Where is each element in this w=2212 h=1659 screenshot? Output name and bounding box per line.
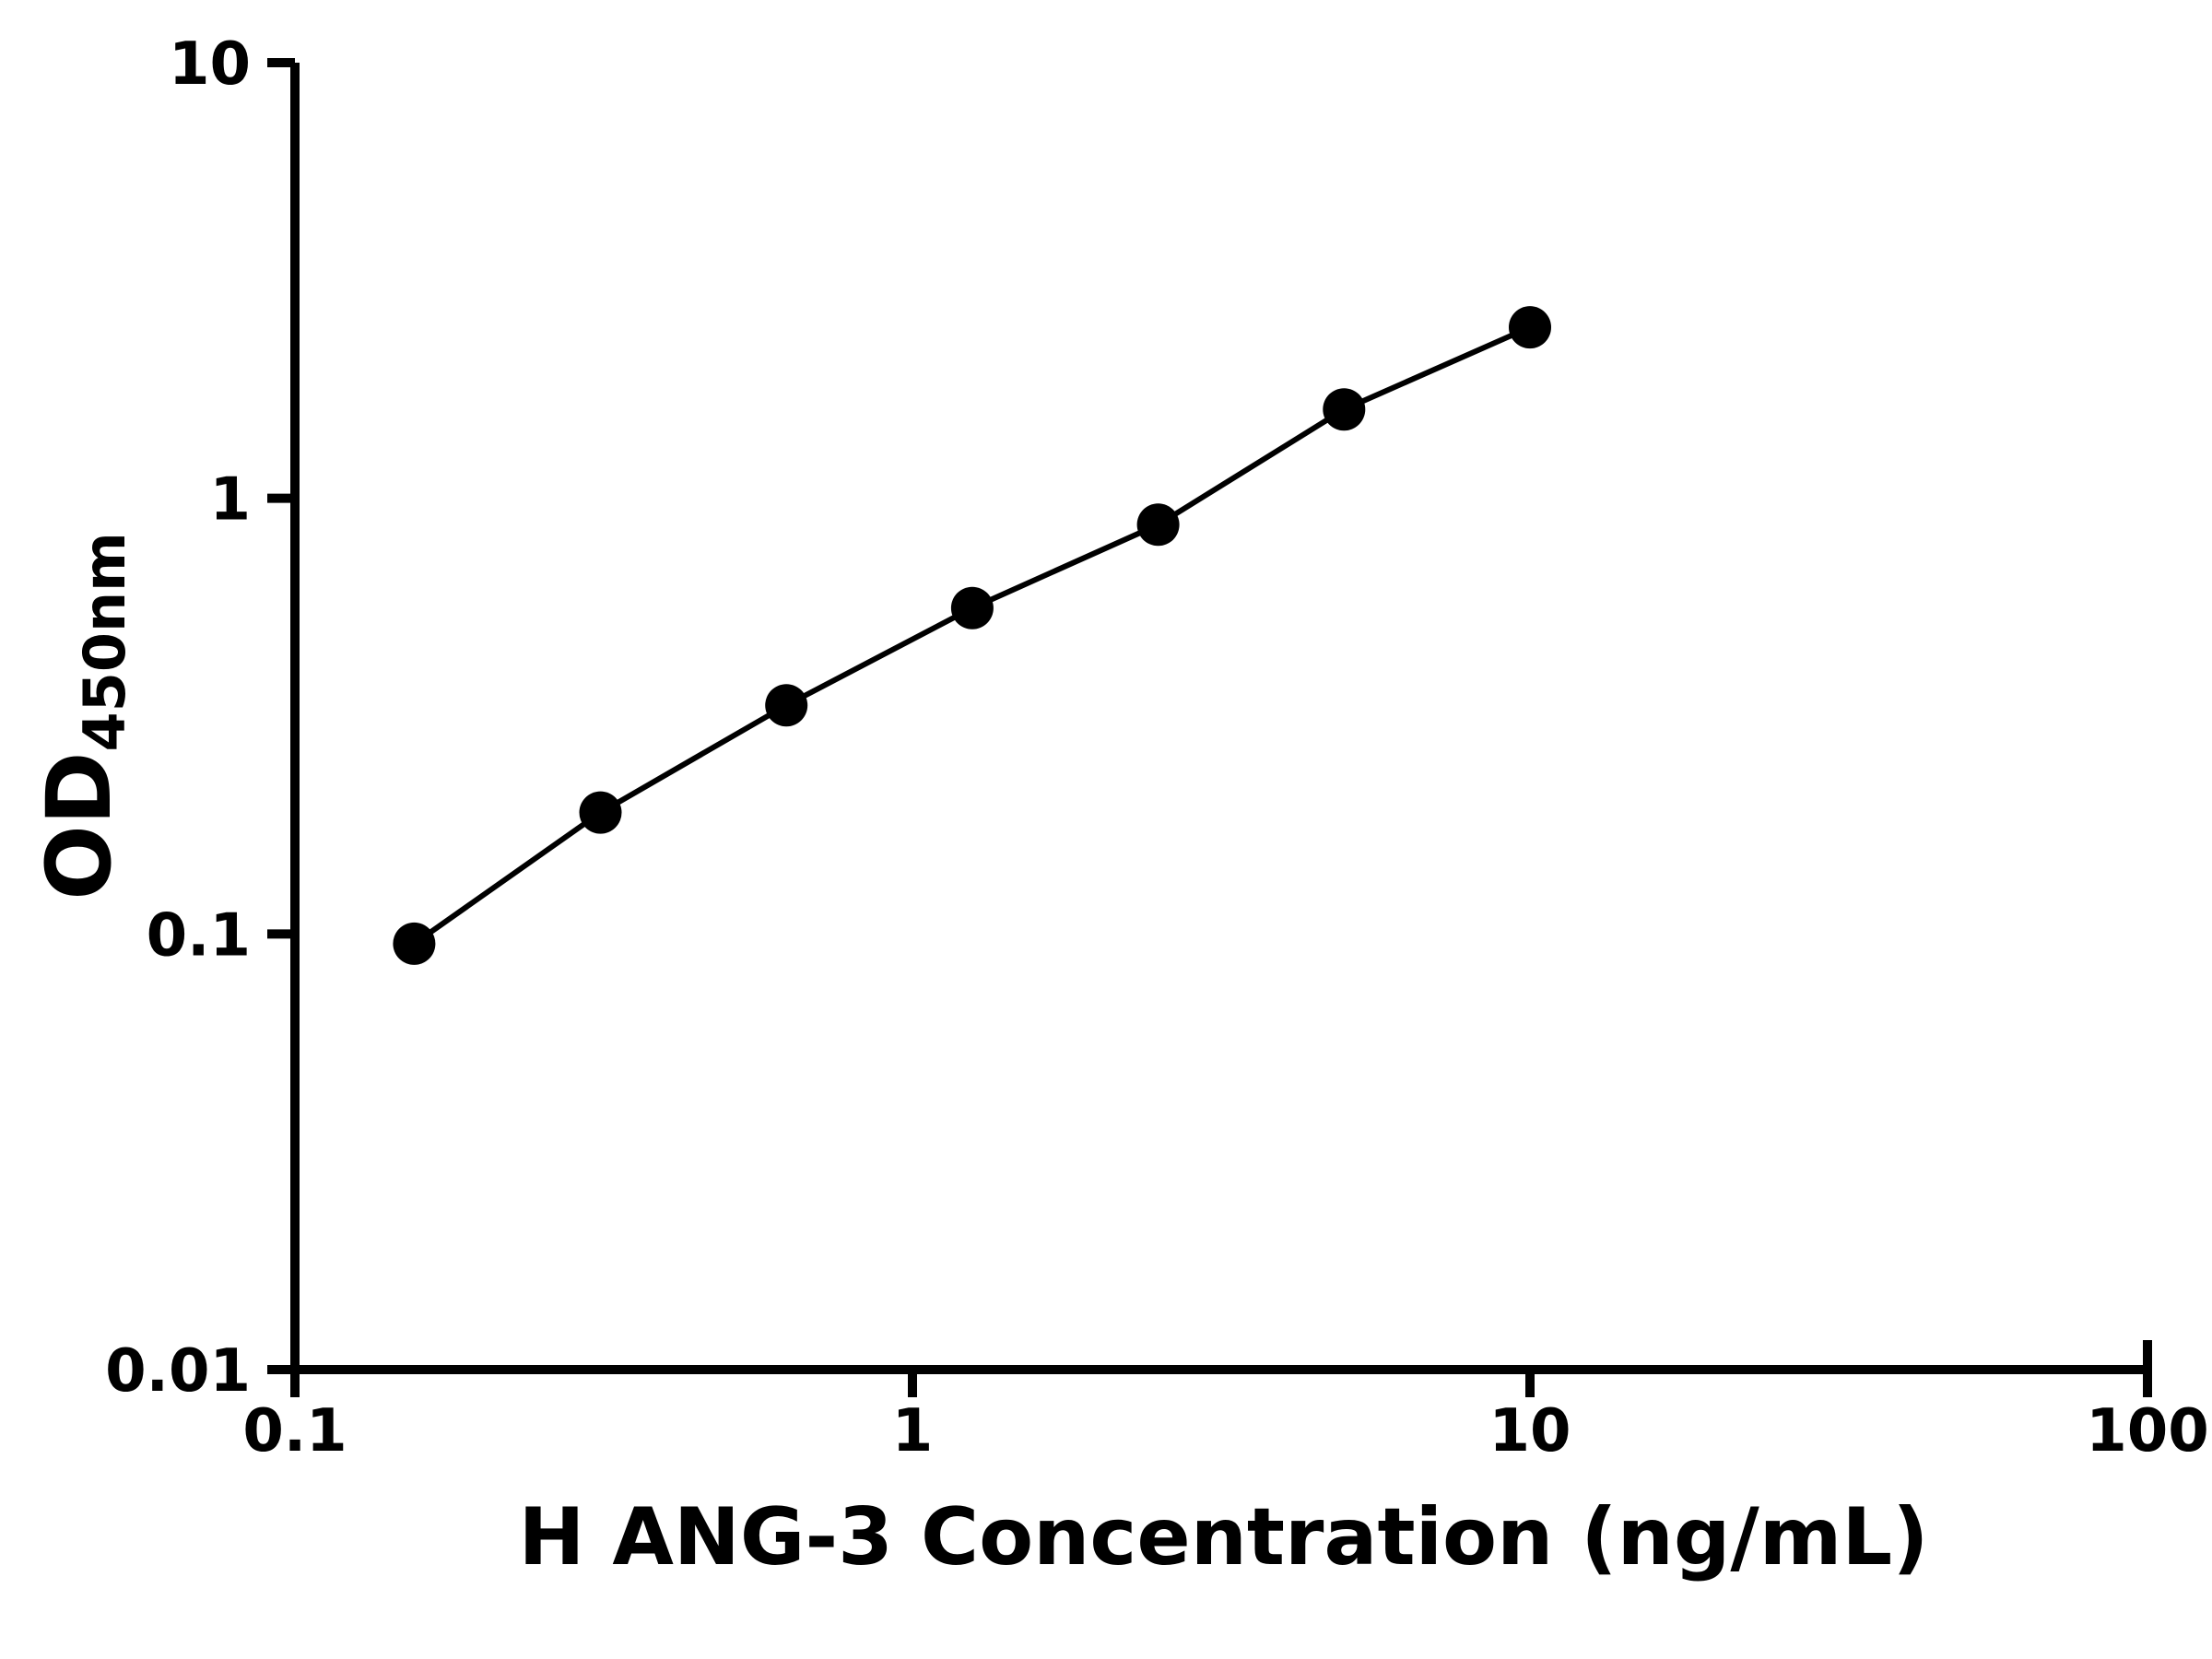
x-tick-label: 10: [1488, 1397, 1571, 1465]
y-axis-title: OD450nm: [24, 394, 138, 1039]
x-tick-label: 100: [2086, 1397, 2209, 1465]
data-point: [393, 922, 436, 965]
axis-lines: [290, 63, 2147, 1374]
y-tick-label: 0.1: [147, 901, 251, 970]
y-axis-title-subscript: 450nm: [71, 532, 138, 752]
data-point: [950, 586, 994, 629]
x-axis-title: H ANG-3 Concentration (ng/mL): [518, 1491, 1929, 1583]
data-point: [579, 791, 622, 834]
standard-curve-line: [412, 324, 1532, 947]
y-tick-label: 10: [169, 30, 251, 99]
x-tick-label: 1: [892, 1397, 934, 1465]
data-point: [1323, 388, 1366, 431]
data-point: [1136, 503, 1180, 547]
data-point: [765, 684, 808, 727]
data-point: [1509, 306, 1551, 349]
y-tick-label: 0.01: [105, 1337, 251, 1406]
y-axis-title-main: OD: [28, 751, 131, 900]
y-tick-label: 1: [209, 466, 251, 535]
x-tick-label: 0.1: [242, 1397, 347, 1465]
